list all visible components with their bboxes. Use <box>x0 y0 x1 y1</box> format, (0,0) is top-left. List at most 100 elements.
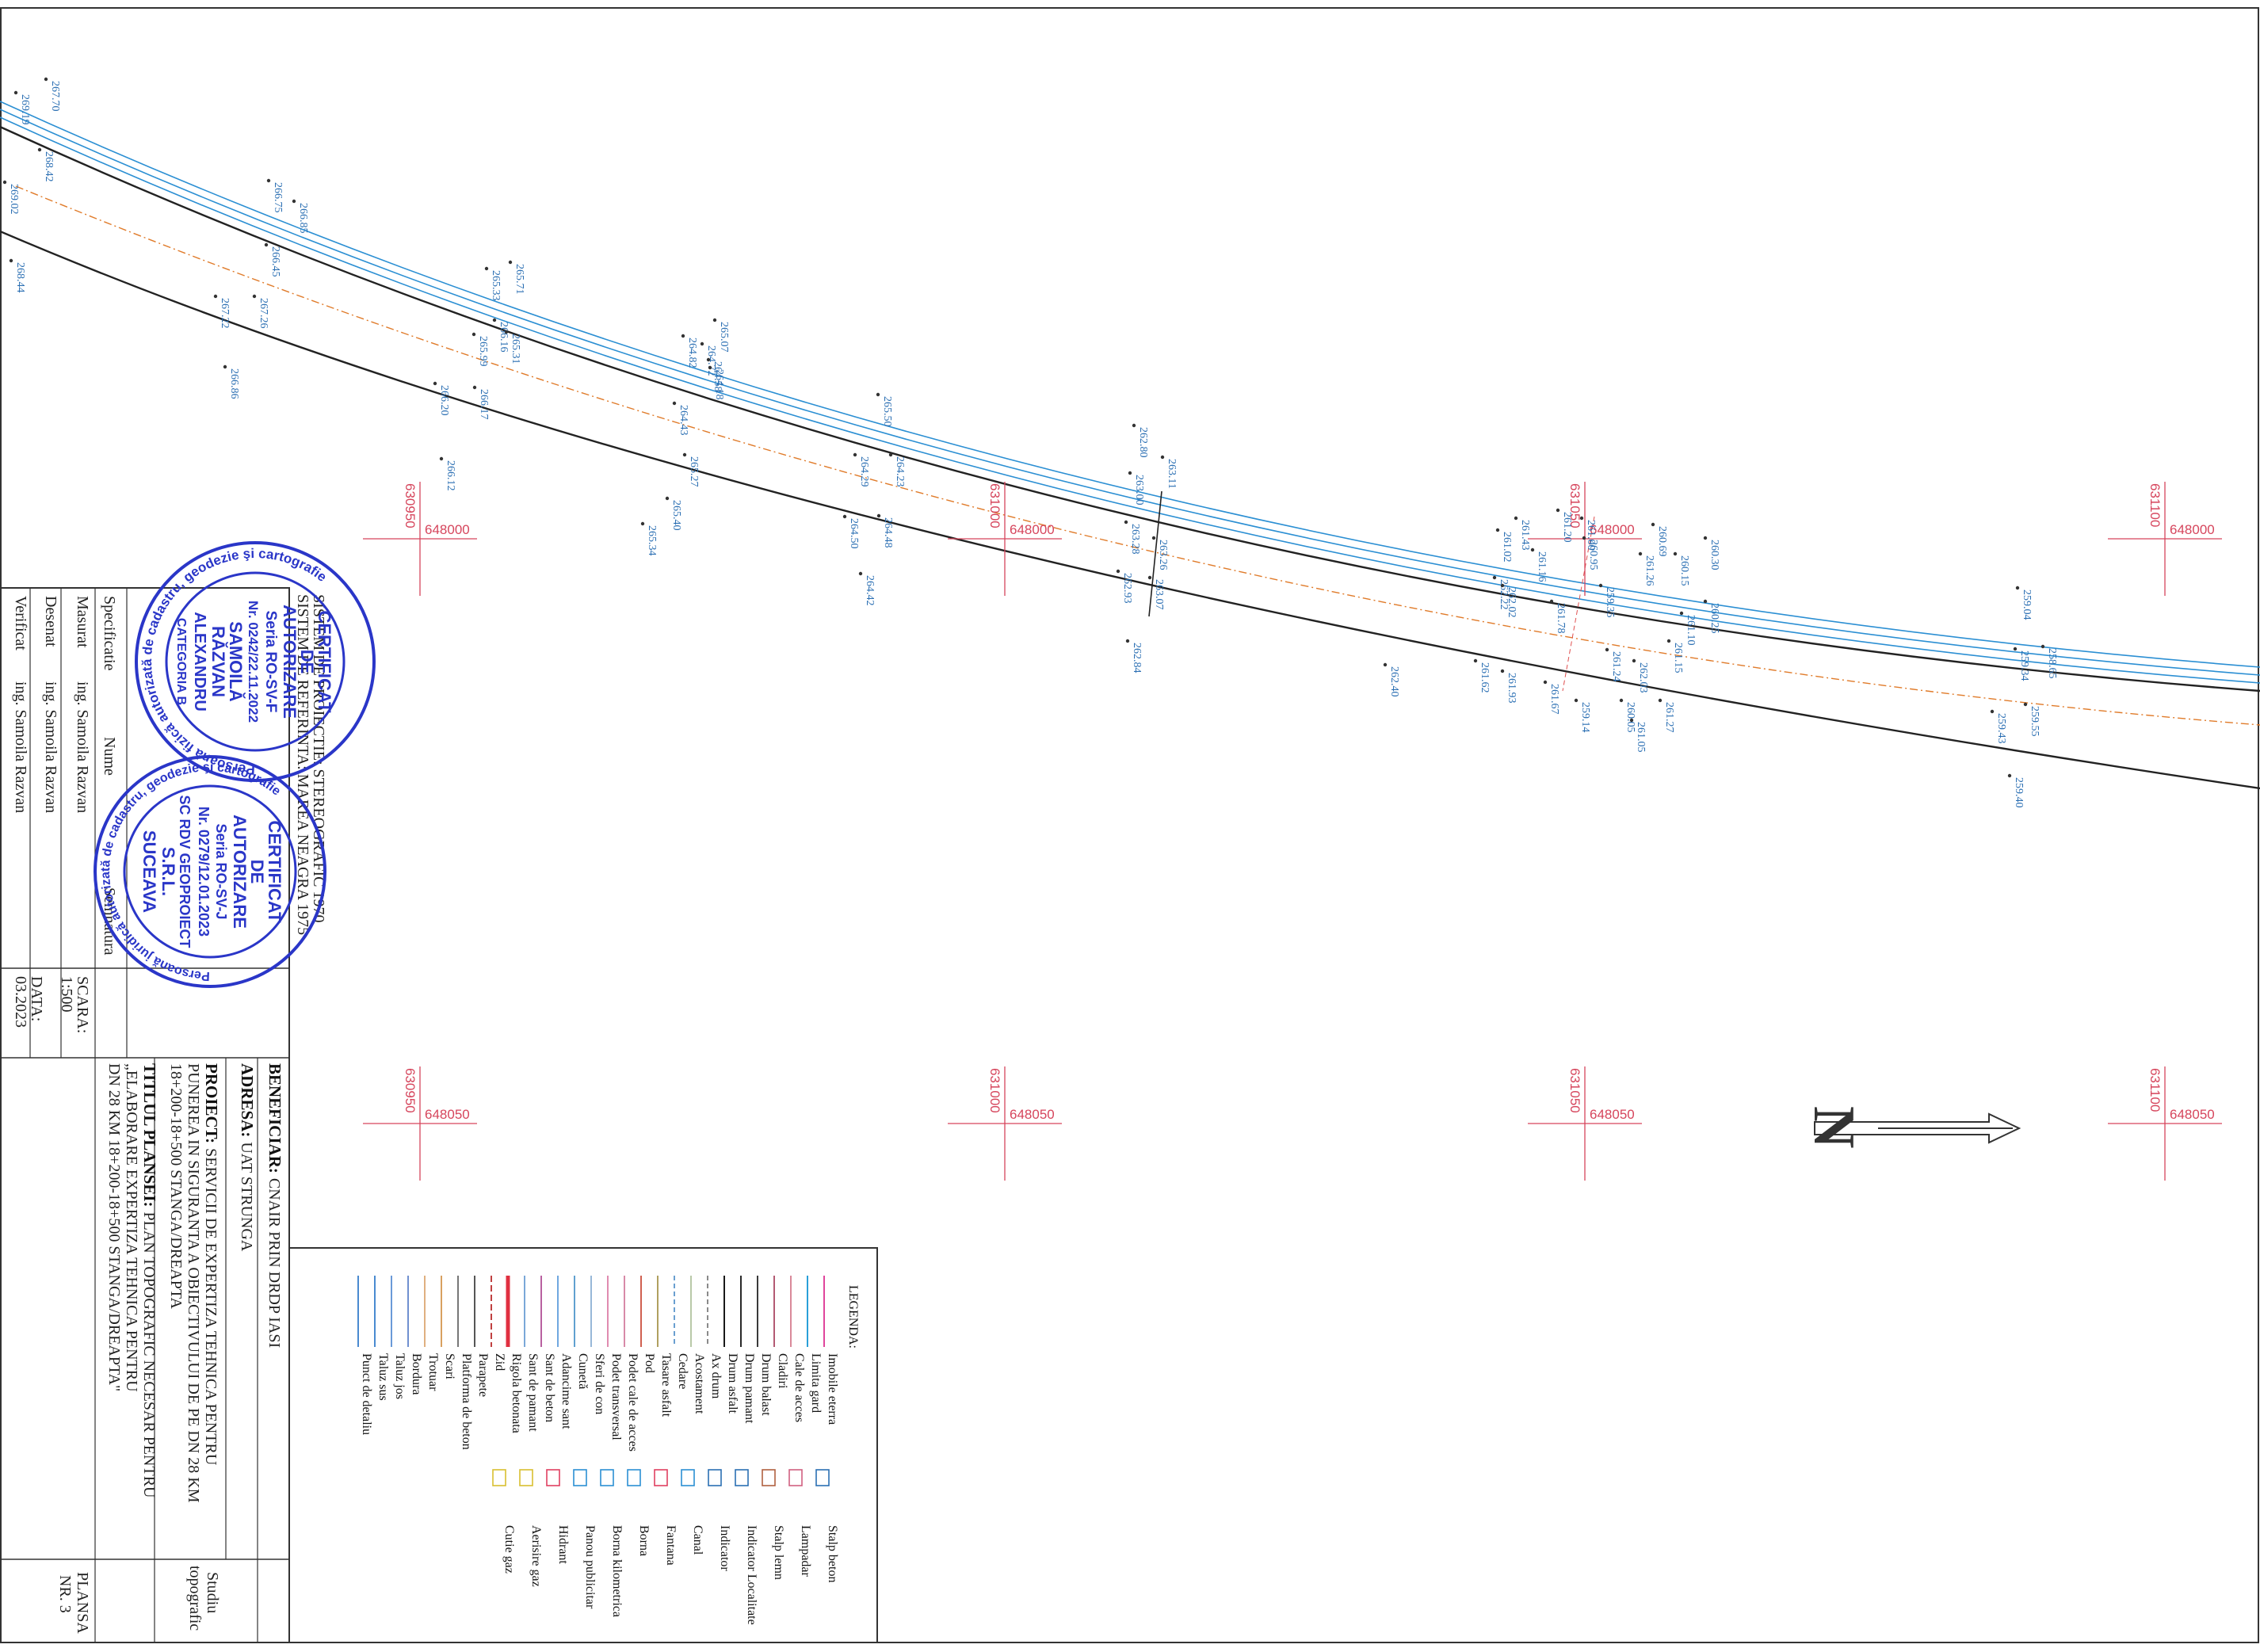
grid-cross: 631000 648050 <box>948 1066 1062 1181</box>
verificat-name: ing. Samoila Razvan <box>12 681 29 813</box>
plansa-line-1: PLANSA <box>74 1572 91 1634</box>
elevation-label: 268.44 <box>14 262 26 293</box>
elevation-label: 261.24 <box>1610 651 1622 682</box>
grid-cross: 630950 648000 <box>363 482 477 596</box>
elevation-point <box>1500 583 1505 588</box>
legend-symbol-label: Indicator <box>718 1525 731 1571</box>
grid-marks: 6309506480006310006480006310506480006311… <box>363 482 2222 1181</box>
elevation-label: 264.72 <box>705 345 717 376</box>
stamp2-line: Nr. 0279/12.01.2023 <box>196 807 212 937</box>
north-label: N <box>1801 1106 1866 1148</box>
road-edge-asphalt <box>0 125 2260 692</box>
elevation-point <box>682 452 687 457</box>
elevation-point <box>492 318 497 322</box>
elevation-point <box>681 334 685 338</box>
elevation-point <box>264 242 269 247</box>
legend-item-label: Podet transversal <box>609 1353 623 1440</box>
legend-item-label: Drum asfalt <box>726 1353 739 1414</box>
specificatie-header: Specificatie <box>101 596 118 671</box>
elevation-point <box>712 318 717 322</box>
elevation-label: 260.25 <box>1708 603 1720 634</box>
data-label: DATA: <box>28 976 45 1021</box>
legend-item-label: Cladiri <box>776 1353 789 1389</box>
elevation-point <box>1128 471 1132 475</box>
legend-item-label: Scari <box>443 1353 456 1379</box>
legend-symbol-label: Lampadar <box>799 1525 812 1578</box>
elevation-point <box>1679 611 1684 616</box>
legend-symbol-label: Borna kilometrica <box>610 1525 624 1617</box>
grid-cross: 631050 648000 <box>1528 482 1642 596</box>
elevation-label: 265.07 <box>718 322 730 353</box>
beneficiar: BENEFICIAR: CNAIR PRIN DRDP IASI <box>265 1063 284 1348</box>
legend-point-symbol <box>600 1469 614 1486</box>
stamp-personal: Persoană fizică autorizată de cadastru, … <box>135 541 376 782</box>
legend-item-label: Imobile eterra <box>826 1353 839 1425</box>
elevation-label: 260.95 <box>1587 540 1599 570</box>
legend-point-symbol <box>573 1469 587 1486</box>
grid-easting: 648050 <box>425 1107 470 1122</box>
elevation-point <box>2023 702 2028 707</box>
elevation-point <box>1151 536 1156 540</box>
elevation-labels: 267.70 269.19 268.42 269.02 268.44 266.75 266.… <box>2 77 2058 808</box>
elevation-label: 261.20 <box>1561 512 1573 543</box>
proiect-label: PROIECT: <box>202 1063 221 1143</box>
grid-northing: 631050 <box>1567 483 1582 528</box>
cross-sections <box>1148 490 1595 692</box>
titlu-line-2: „ELABORARE EXPERTIZA TEHNICA PENTRU <box>123 1063 140 1392</box>
elevation-point <box>708 365 712 370</box>
elevation-label: 261.26 <box>1643 555 1655 586</box>
legend-item-label: Trotuar <box>426 1353 440 1391</box>
stamp-company: Persoană juridică autorizată de cadastru… <box>94 755 326 988</box>
elevation-label: 261.16 <box>1536 551 1548 582</box>
elevation-point <box>1543 680 1548 685</box>
elevation-label: 261.15 <box>1672 643 1684 673</box>
elevation-label: 261.02 <box>1501 532 1513 563</box>
grid-easting: 648000 <box>1590 522 1635 537</box>
elevation-point <box>484 266 489 271</box>
legend-symbol-label: Aerisire gaz <box>529 1525 543 1587</box>
stamp-personal-outer <box>135 541 376 782</box>
elevation-point <box>1514 516 1518 521</box>
elevation-label: 260.05 <box>1624 702 1636 733</box>
elevation-label: 261.00 <box>1585 520 1597 551</box>
proiect-line-2: PUNEREA IN SIGURANTA A OBIECTIVULUI DE P… <box>185 1063 202 1503</box>
stamp-personal-inner <box>165 571 345 752</box>
grid-northing: 631100 <box>2147 483 2163 527</box>
titlu-line-1: TITLUL PLANSEI: PLAN TOPOGRAFIC NECESAR P… <box>140 1063 159 1498</box>
elevation-label: 264.50 <box>848 518 860 549</box>
elevation-label: 259.34 <box>2018 650 2030 681</box>
elevation-label: 266.85 <box>297 203 309 234</box>
elevation-point <box>1579 516 1584 521</box>
data-value: 03.2023 <box>12 976 29 1028</box>
verificat-label: Verificat <box>12 596 29 650</box>
elevation-label: 261.27 <box>1663 702 1675 733</box>
legend-item-label: Adancime sant <box>559 1353 573 1429</box>
elevation-label: 264.82 <box>686 338 698 368</box>
legend-symbol-label: Fantana <box>664 1525 678 1566</box>
adresa-value: UAT STRUNGA <box>238 1142 255 1252</box>
stamp1-line: CATEGORIA B <box>174 618 188 705</box>
projection-system: SISTEM DE PROIECTIE: STEREOGRAFIC 1970 <box>310 594 327 922</box>
legend-symbol-label: Canal <box>691 1525 704 1555</box>
legend-point-symbol <box>546 1469 560 1486</box>
road-edge-north <box>0 116 2260 684</box>
legend-symbol-label: Stalp lemn <box>772 1525 785 1580</box>
legend-point-symbol <box>492 1469 506 1486</box>
legend-point-symbol <box>762 1469 776 1486</box>
stamp1-line: DE <box>297 650 317 674</box>
legend-symbol-label: Borna <box>637 1525 651 1556</box>
masurat-label: Masurat <box>74 596 91 648</box>
elevation-point <box>2015 586 2020 590</box>
grid-cross: 631100 648000 <box>2108 482 2222 596</box>
legend-item-label: Sferi de con <box>593 1353 606 1414</box>
legend-symbol-label: Cutie gaz <box>502 1525 516 1574</box>
desenat-label: Desenat <box>42 596 59 647</box>
elevation-point <box>1629 718 1634 723</box>
elevation-label: 262.03 <box>1637 662 1649 693</box>
legend-item-label: Taluz sus <box>376 1353 390 1401</box>
legend-frame <box>288 1247 878 1643</box>
legend-point-symbol <box>519 1469 533 1486</box>
road-lines <box>0 101 2260 790</box>
elevation-point <box>223 364 227 369</box>
elevation-label: 265.50 <box>881 396 893 427</box>
